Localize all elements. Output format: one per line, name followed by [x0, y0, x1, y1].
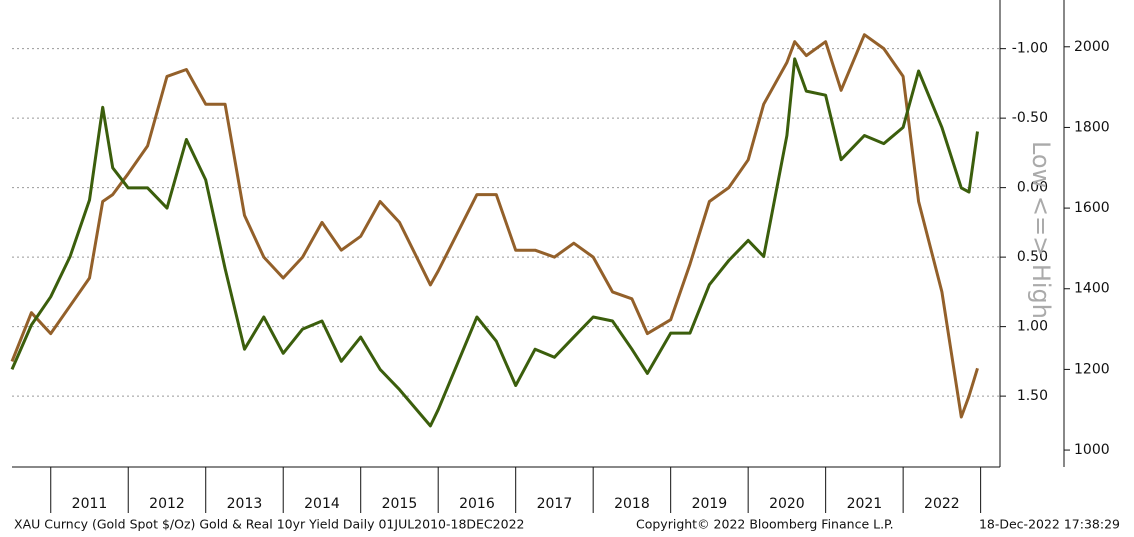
footer-center: Copyright© 2022 Bloomberg Finance L.P.: [636, 517, 894, 532]
y-tick-label: 1.00: [1017, 319, 1048, 335]
x-tick-label: 2018: [614, 496, 650, 512]
plot: -1.00 -0.50 0.00 0.50 1.00 1.50 1000 1200 1400 16…: [10, 0, 1110, 513]
x-tick-label: 2019: [692, 496, 728, 512]
x-tick-label: 2022: [924, 496, 960, 512]
series-line: [10, 33, 979, 419]
x-tick-label: 2015: [382, 496, 418, 512]
y2-tick-label: 1400: [1074, 281, 1110, 297]
x-tick-label: 2016: [459, 496, 495, 512]
footer-left: XAU Curncy (Gold Spot $/Oz) Gold & Real …: [14, 517, 524, 532]
axis-note: Low <=> High: [1027, 141, 1055, 319]
series-line: [10, 57, 979, 428]
y-tick-label: 0.50: [1017, 249, 1048, 265]
y-tick-label: 0.00: [1017, 180, 1048, 196]
y-tick-label: -0.50: [1012, 110, 1048, 126]
y2-tick-label: 1600: [1074, 200, 1110, 216]
x-tick-label: 2014: [304, 496, 340, 512]
x-tick-label: 2021: [847, 496, 883, 512]
y-tick-label: 1.50: [1017, 388, 1048, 404]
y2-tick-label: 1000: [1074, 442, 1110, 458]
y-tick-label: -1.00: [1012, 41, 1048, 57]
x-tick-label: 2020: [769, 496, 805, 512]
x-tick-label: 2012: [149, 496, 185, 512]
x-tick-label: 2013: [227, 496, 263, 512]
y2-tick-label: 1800: [1074, 119, 1110, 135]
footer-right: 18-Dec-2022 17:38:29: [979, 517, 1120, 532]
x-tick-label: 2011: [72, 496, 108, 512]
y2-tick-label: 1200: [1074, 361, 1110, 377]
x-tick-label: 2017: [537, 496, 573, 512]
y2-tick-label: 2000: [1074, 39, 1110, 55]
